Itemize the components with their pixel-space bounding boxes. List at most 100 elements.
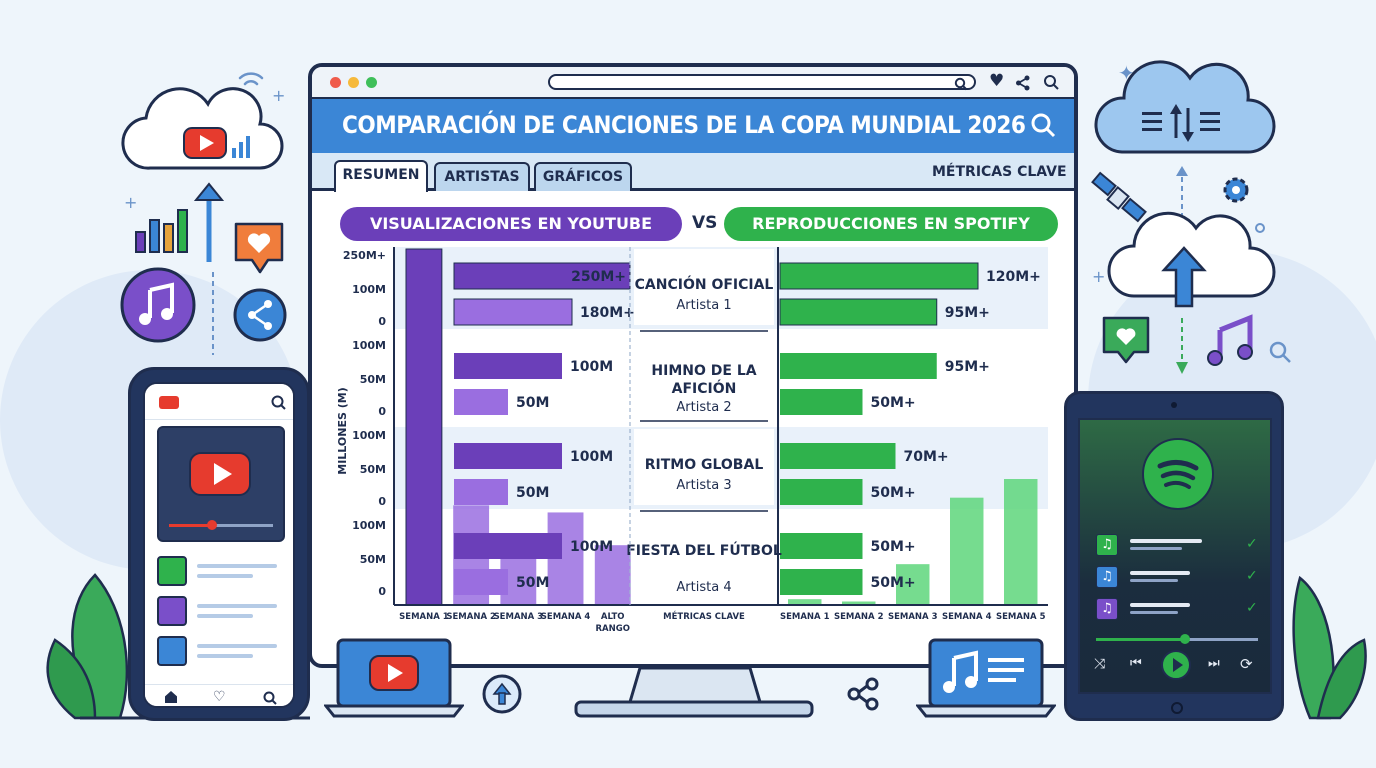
key-metrics-label: MÉTRICAS CLAVE — [932, 164, 1067, 180]
svg-text:+: + — [124, 193, 137, 212]
youtube-data-label: 100M — [570, 359, 613, 375]
spotify-week-bar — [896, 564, 930, 605]
youtube-data-label: 50M — [516, 395, 549, 411]
x-tick-label-line2: RANGO — [596, 624, 630, 633]
spotify-week-bar — [950, 497, 984, 605]
y-tick-label: 0 — [378, 315, 386, 328]
svg-text:+: + — [1092, 267, 1105, 286]
artist-name: Artista 1 — [676, 298, 731, 313]
x-tick-label: ALTO — [601, 612, 625, 622]
page-title: COMPARACIÓN DE CANCIONES DE LA COPA MUND… — [342, 111, 1026, 139]
spotify-bar — [780, 533, 863, 559]
heart-icon[interactable]: ♡ — [213, 689, 226, 705]
spotify-bar — [780, 389, 863, 415]
y-tick-label: 250M+ — [343, 249, 386, 262]
song-name: HIMNO DE LA — [651, 363, 756, 379]
youtube-legend-pill: VISUALIZACIONES EN YOUTUBE — [340, 207, 682, 241]
music-note-icon — [1207, 314, 1253, 366]
share-icon[interactable] — [846, 676, 882, 712]
y-tick-label: 0 — [378, 495, 386, 508]
shuffle-icon[interactable]: ⤨ — [1094, 656, 1106, 672]
tablet-screen: ♫ ✓ ♫ ✓ ♫ ✓ ⤨ ⏮ ⏭ ⟳ — [1078, 418, 1272, 694]
youtube-bar — [454, 569, 508, 595]
tab-artistas[interactable]: ARTISTAS — [434, 162, 530, 191]
y-tick-label: 100M — [352, 339, 386, 352]
youtube-logo-icon — [159, 396, 179, 409]
list-item[interactable] — [157, 596, 287, 626]
spotify-week-bar — [842, 601, 876, 605]
artist-name: Artista 3 — [676, 478, 731, 493]
share-icon — [233, 288, 287, 342]
upload-arrow-icon — [193, 182, 225, 262]
previous-icon[interactable]: ⏮ — [1130, 656, 1142, 671]
spotify-bar — [779, 262, 979, 290]
share-icon[interactable] — [1015, 75, 1031, 91]
x-tick-label: SEMANA 3 — [888, 612, 938, 622]
minimize-window-button[interactable] — [348, 77, 359, 88]
list-item[interactable]: ♫ ✓ — [1096, 534, 1266, 556]
youtube-week-bar — [594, 545, 631, 605]
browser-window: ♥ COMPARACIÓN DE CANCIONES DE LA COPA MU… — [308, 63, 1078, 668]
youtube-data-label: 100M — [570, 449, 613, 465]
next-icon[interactable]: ⏭ — [1208, 656, 1220, 671]
spotify-week-bar — [788, 599, 822, 605]
spotify-bar — [779, 298, 938, 326]
search-icon[interactable] — [1030, 112, 1058, 140]
youtube-data-label: 50M — [516, 575, 549, 591]
spotify-data-label: 95M+ — [945, 359, 990, 375]
center-axis-label: MÉTRICAS CLAVE — [663, 610, 745, 622]
heart-icon[interactable]: ♥ — [989, 71, 1005, 91]
youtube-bar — [454, 353, 562, 379]
youtube-bar — [454, 443, 562, 469]
address-bar[interactable] — [548, 74, 976, 90]
song-name: CANCIÓN OFICIAL — [635, 275, 774, 293]
y-tick-label: 50M — [360, 373, 386, 386]
maximize-window-button[interactable] — [366, 77, 377, 88]
video-player[interactable] — [157, 426, 285, 542]
spotify-week-bar — [1004, 479, 1038, 605]
list-item[interactable]: ♫ ✓ — [1096, 566, 1266, 588]
spotify-data-label: 70M+ — [904, 449, 949, 465]
youtube-data-label: 50M — [516, 485, 549, 501]
tab-resumen[interactable]: RESUMEN — [334, 160, 428, 192]
search-icon[interactable] — [263, 691, 277, 705]
youtube-data-label: 180M+ — [580, 305, 635, 321]
music-laptop — [916, 638, 1056, 718]
spotify-data-label: 50M+ — [871, 485, 916, 501]
search-icon[interactable] — [1043, 74, 1061, 92]
spotify-legend-pill: REPRODUCCIONES EN SPOTIFY — [724, 207, 1058, 241]
youtube-bar — [454, 389, 508, 415]
youtube-week-bar — [405, 248, 443, 606]
search-icon[interactable] — [954, 77, 968, 91]
x-tick-label: SEMANA 1 — [399, 612, 449, 622]
home-icon[interactable] — [165, 691, 177, 703]
vs-label: VS — [692, 213, 718, 233]
youtube-bar — [453, 298, 573, 326]
play-icon — [157, 596, 187, 626]
upload-arrow-icon[interactable] — [480, 672, 524, 716]
list-item[interactable] — [157, 636, 287, 666]
youtube-data-label: 100M — [570, 539, 613, 555]
repeat-icon[interactable]: ⟳ — [1240, 655, 1253, 673]
y-tick-label: 0 — [378, 585, 386, 598]
cloud-sync-icon — [1094, 60, 1276, 154]
search-icon[interactable] — [271, 395, 287, 411]
bar-chart-icon — [135, 209, 188, 253]
song-name: FIESTA DEL FÚTBOL — [626, 541, 782, 559]
youtube-bar — [453, 262, 631, 290]
close-window-button[interactable] — [330, 77, 341, 88]
youtube-bar — [454, 479, 508, 505]
tab-graficos[interactable]: GRÁFICOS — [534, 162, 632, 191]
y-tick-label: 100M — [352, 283, 386, 296]
list-item[interactable]: ♫ ✓ — [1096, 598, 1266, 620]
list-item[interactable] — [157, 556, 287, 586]
youtube-laptop — [324, 638, 464, 718]
x-tick-label: SEMANA 4 — [942, 612, 992, 622]
wifi-icon — [238, 72, 264, 86]
check-icon: ✓ — [1246, 600, 1258, 616]
video-progress-bar[interactable] — [169, 524, 273, 527]
song-label-box — [634, 339, 774, 415]
svg-text:+: + — [272, 86, 285, 105]
check-icon: ✓ — [1246, 568, 1258, 584]
search-icon — [1269, 341, 1291, 363]
